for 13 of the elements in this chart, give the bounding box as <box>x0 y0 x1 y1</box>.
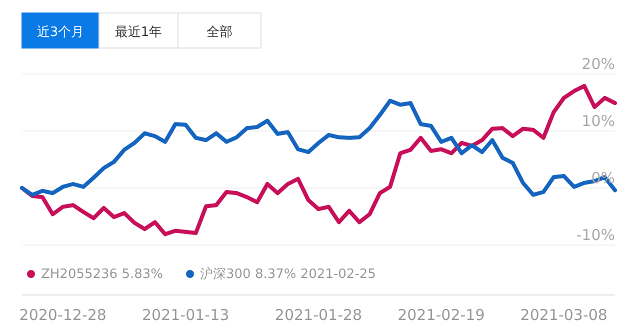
y-tick-label: 10% <box>582 112 615 130</box>
legend-label: ZH2055236 5.83% <box>41 267 164 282</box>
x-tick-label: 2021-01-13 <box>142 306 230 324</box>
tab-button: 全部 <box>178 12 262 48</box>
tab-button: 近3个月 <box>22 12 100 48</box>
x-tick-label: 2020-12-28 <box>19 306 106 324</box>
tab-button: 最近1年 <box>98 12 178 48</box>
x-tick-label: 2021-01-28 <box>274 306 362 324</box>
x-tick-label: 2021-02-19 <box>398 306 485 324</box>
y-tick-label: 20% <box>582 55 615 73</box>
y-tick-label: -10% <box>576 226 615 244</box>
legend-label: 沪深300 8.37% 2021-02-25 <box>200 266 376 282</box>
x-tick-label: 2021-03-08 <box>520 306 608 324</box>
